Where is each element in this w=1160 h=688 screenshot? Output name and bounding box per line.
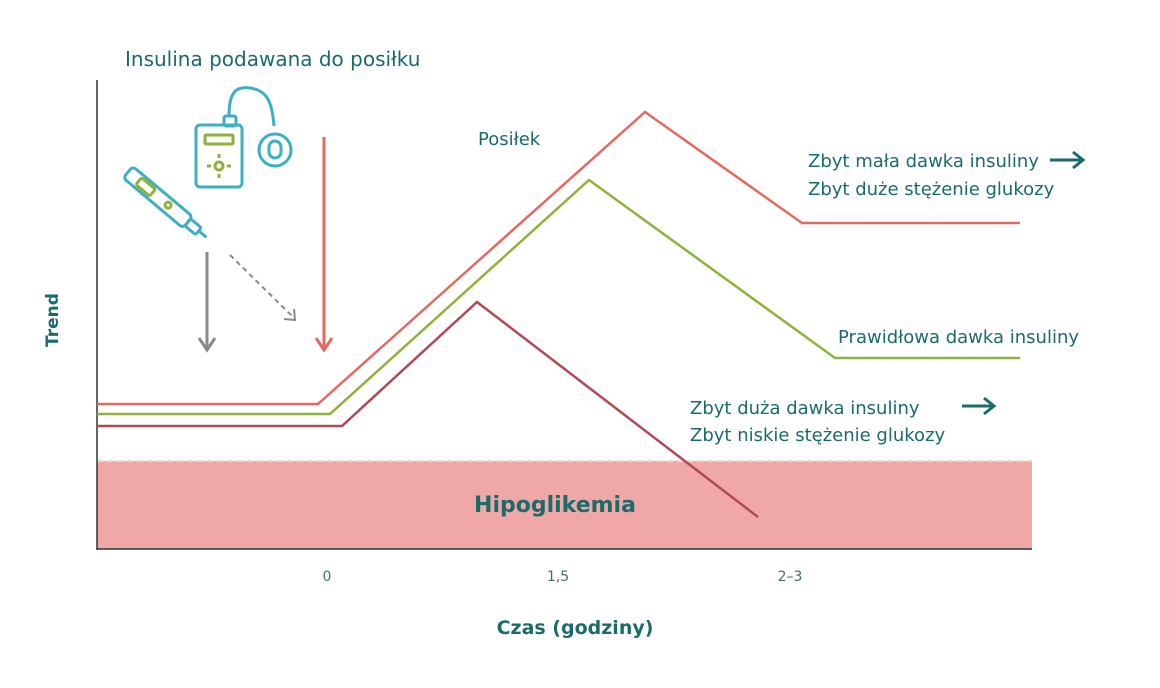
hypoglycemia-zone (97, 461, 1032, 549)
too-low-dose-label-2: Zbyt duże stężenie glukozy (808, 179, 1055, 200)
meal-insulin-arrow (314, 137, 334, 353)
too-high-dose-label-2: Zbyt niskie stężenie glukozy (690, 425, 946, 446)
too-high-dose-label-1: Zbyt duża dawka insuliny (690, 398, 920, 419)
x-axis-label: Czas (godziny) (497, 617, 654, 639)
too-low-dose-curve (97, 110, 1020, 406)
x-tick-2-3: 2–3 (778, 569, 803, 585)
too-high-dose-curve (97, 300, 759, 518)
too-low-dose-label-1: Zbyt mała dawka insuliny (808, 151, 1039, 172)
pump-diagonal-arrow (229, 254, 297, 322)
header-title: Insulina podawana do posiłku (125, 47, 420, 71)
correct-dose-curve (97, 178, 1020, 416)
correct-dose-label: Prawidłowa dawka insuliny (838, 327, 1079, 348)
hypoglycemia-label: Hipoglikemia (474, 493, 636, 518)
right-arrow-icon (962, 396, 997, 416)
y-axis-label: Trend (43, 293, 63, 347)
x-tick-1-5: 1,5 (547, 569, 569, 585)
x-tick-0: 0 (323, 569, 332, 585)
right-arrow-icon (1050, 150, 1086, 170)
insulin-pen-icon (123, 166, 208, 239)
pen-down-arrow (197, 252, 217, 353)
meal-label: Posiłek (478, 129, 541, 150)
insulin-pump-icon (194, 86, 293, 189)
